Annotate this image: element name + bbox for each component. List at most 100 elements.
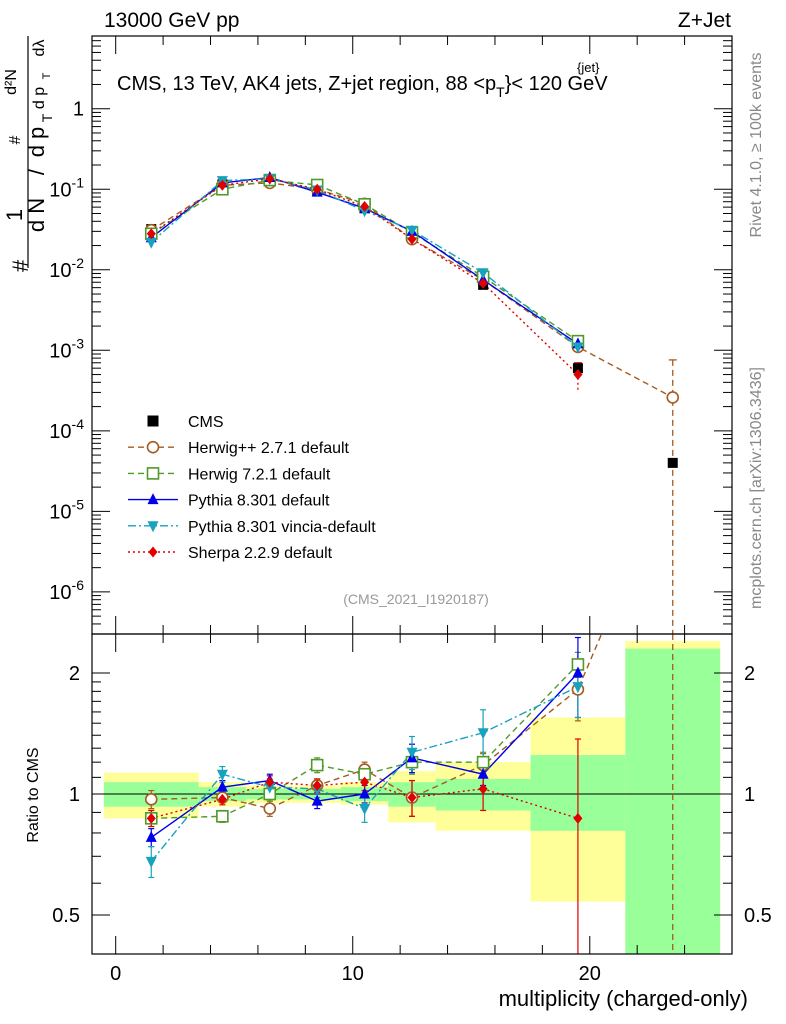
ylabel-dpT2: d p	[31, 87, 48, 109]
ratio-point-pythia-8-301-default	[359, 787, 371, 799]
legend-label-sherpa-2-2-9-default: Sherpa 2.2.9 default	[188, 545, 333, 562]
main-line-sherpa-2-2-9-default	[150, 178, 579, 376]
ratio-markers	[144, 658, 585, 868]
ratio-point-pythia-8-301-vincia-default	[572, 682, 584, 694]
legend-label-herwig-2-7-1-default: Herwig++ 2.7.1 default	[188, 440, 350, 457]
main-ytick-label: 10-6	[49, 577, 84, 604]
mcplots-label: mcplots.cern.ch [arXiv:1306.3436]	[748, 367, 765, 609]
legend-marker-pythia-8-301-vincia-default	[147, 521, 159, 533]
ratio-point-pythia-8-301-vincia-default	[477, 728, 489, 740]
legend-label-herwig-7-2-1-default: Herwig 7.2.1 default	[188, 466, 331, 483]
main-title-sup: {jet}	[577, 60, 600, 75]
main-line-herwig-2-7-1-default	[150, 182, 674, 399]
ratio-line-herwig-7-2-1-default	[151, 663, 579, 820]
main-line-pythia-8-301-default	[150, 176, 579, 345]
ylabel-slash: /	[24, 168, 49, 175]
main-point-sherpa-2-2-9-default	[573, 369, 583, 381]
main-line-pythia-8-301-vincia-default	[150, 178, 579, 348]
main-series-lines	[150, 176, 674, 399]
ylabel-T1: T	[39, 113, 55, 122]
legend-marker-herwig-2-7-1-default	[146, 440, 160, 454]
ratio-line-pythia-8-301-vincia-default	[150, 685, 579, 862]
legend-label-pythia-8-301-vincia-default: Pythia 8.301 vincia-default	[188, 519, 376, 536]
ratio-point-sherpa-2-2-9-default	[407, 792, 417, 804]
main-ytick-label: 1	[73, 99, 84, 121]
main-ytick-label: 10-5	[49, 496, 84, 523]
ratio-xtick-label: 0	[110, 963, 121, 985]
ratio-ytick-label-right: 2	[744, 663, 755, 685]
ylabel-dlambda: dλ	[31, 40, 48, 57]
ratio-point-pythia-8-301-vincia-default	[406, 747, 418, 759]
ratio-point-herwig-2-7-1-default	[144, 793, 158, 806]
ratio-ytick-label-right: 0.5	[744, 905, 772, 927]
ratio-point-sherpa-2-2-9-default	[217, 793, 227, 805]
main-ytick-label: 10-3	[49, 335, 84, 362]
main-error-bars	[573, 359, 677, 634]
ratio-point-sherpa-2-2-9-default	[146, 812, 156, 824]
ratio-point-herwig-7-2-1-default	[216, 810, 229, 823]
ylabel-hash-left: #	[8, 259, 33, 272]
main-point-cms	[572, 363, 583, 374]
main-title-tail: }< 120 GeV	[505, 73, 609, 95]
ratio-axes: 0.5 0.51 12 20 10 20	[52, 634, 772, 985]
rivet-label: Rivet 4.1.0, ≥ 100k events	[748, 53, 765, 238]
ylabel-T2: T	[41, 72, 53, 79]
ratio-point-herwig-7-2-1-default	[476, 755, 490, 769]
main-ytick-label: 10-1	[49, 174, 84, 201]
main-point-sherpa-2-2-9-default	[312, 183, 322, 195]
legend-marker-herwig-7-2-1-default	[146, 467, 160, 480]
ratio-point-sherpa-2-2-9-default	[573, 812, 583, 824]
ratio-ylabel: Ratio to CMS	[25, 747, 42, 842]
ratio-point-pythia-8-301-vincia-default	[359, 804, 371, 816]
ratio-point-herwig-7-2-1-default	[310, 758, 324, 772]
ratio-xtick-label: 10	[342, 963, 364, 985]
main-point-sherpa-2-2-9-default	[360, 201, 370, 213]
legend-marker-pythia-8-301-default	[147, 493, 159, 505]
ratio-point-sherpa-2-2-9-default	[478, 783, 488, 795]
main-point-sherpa-2-2-9-default	[265, 173, 275, 185]
ratio-point-herwig-2-7-1-default	[263, 802, 277, 815]
ratio-xlabel: multiplicity (charged-only)	[499, 986, 748, 1011]
watermark: (CMS_2021_I1920187)	[343, 591, 489, 607]
ylabel-hash-top: #	[7, 135, 24, 144]
main-point-sherpa-2-2-9-default	[478, 277, 488, 289]
ratio-point-sherpa-2-2-9-default	[360, 776, 370, 788]
ratio-ytick-label-right: 1	[744, 784, 755, 806]
ratio-point-pythia-8-301-default	[216, 780, 228, 792]
ratio-frame	[91, 633, 733, 955]
ratio-xtick-label: 20	[579, 963, 601, 985]
legend-marker-sherpa-2-2-9-default	[148, 546, 158, 558]
ratio-point-pythia-8-301-vincia-default	[264, 782, 276, 794]
legend-label-cms: CMS	[188, 414, 224, 431]
main-ytick-label: 10-4	[49, 416, 84, 443]
energy-label: 13000 GeV pp	[104, 9, 239, 32]
process-label: Z+Jet	[678, 9, 731, 32]
main-point-pythia-8-301-vincia-default	[145, 237, 157, 249]
main-point-pythia-8-301-vincia-default	[572, 342, 584, 354]
ratio-point-sherpa-2-2-9-default	[312, 779, 322, 791]
legend-marker-cms	[147, 415, 159, 427]
legend: CMS Herwig++ 2.7.1 default Herwig 7.2.1 de…	[128, 414, 376, 562]
ratio-ytick-label: 2	[69, 663, 80, 685]
ratio-panel: 0.5 0.51 12 20 10 20	[52, 633, 772, 985]
main-panel: 10-6 10-5 10-4 10-3 10-2 10-1 1	[49, 35, 733, 635]
main-ytick-label: 10-2	[49, 255, 84, 282]
ratio-point-pythia-8-301-default	[145, 830, 157, 842]
main-axes: 10-6 10-5 10-4 10-3 10-2 10-1 1	[49, 35, 733, 635]
ratio-point-pythia-8-301-vincia-default	[145, 856, 157, 868]
main-point-herwig-2-7-1-default	[666, 391, 680, 404]
ratio-point-pythia-8-301-default	[572, 666, 584, 678]
main-title-text: CMS, 13 TeV, AK4 jets, Z+jet region, 88 …	[117, 73, 496, 95]
main-point-pythia-8-301-vincia-default	[477, 268, 489, 280]
ylabel-d2N: d²N	[3, 69, 20, 95]
main-title-sub: T	[496, 84, 505, 100]
ratio-point-sherpa-2-2-9-default	[265, 776, 275, 788]
ratio-point-pythia-8-301-vincia-default	[216, 769, 228, 781]
main-point-cms	[667, 457, 678, 468]
ratio-point-pythia-8-301-default	[311, 794, 323, 806]
ratio-ytick-label: 1	[69, 784, 80, 806]
main-title: CMS, 13 TeV, AK4 jets, Z+jet region, 88 …	[117, 73, 608, 100]
ratio-line-pythia-8-301-default	[150, 672, 579, 838]
main-point-sherpa-2-2-9-default	[217, 179, 227, 191]
